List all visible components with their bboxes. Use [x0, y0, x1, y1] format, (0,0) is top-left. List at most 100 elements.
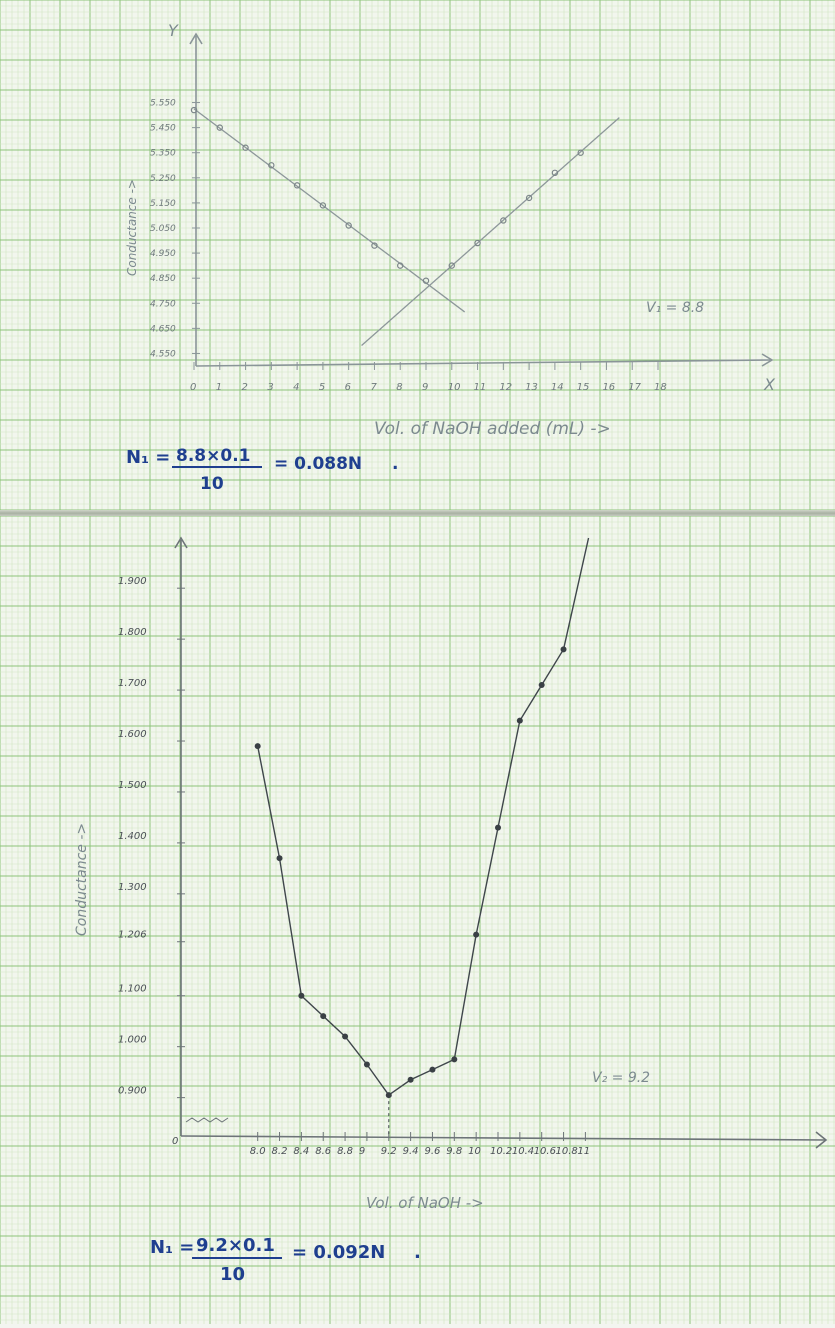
- fit-line-ascending: [361, 117, 620, 347]
- x-tick-label: 14: [551, 382, 564, 393]
- data-point: [319, 202, 327, 209]
- x-axis: [195, 359, 773, 367]
- x-tick-label: 2: [242, 382, 248, 393]
- x-tick-label: 10.2: [490, 1146, 512, 1157]
- y-tick-label: 0.900: [118, 1086, 147, 1097]
- graph-paper-top: 0 1 2 3 4 5 6 7 8 9 10 11 12 13 14 15 16 17 18 5.550 5.450 5.…: [0, 0, 835, 512]
- y-axis-letter: Y: [168, 21, 179, 40]
- y-tick-label: 5.350: [150, 149, 176, 159]
- x-axis-arrow: [815, 1131, 828, 1149]
- y-axis-arrow: [189, 32, 203, 45]
- equation-result: = 0.088N: [274, 454, 362, 474]
- data-point: [422, 277, 430, 284]
- equation-numerator: 8.8×0.1: [176, 446, 250, 466]
- y-tick-label: 5.150: [150, 199, 176, 209]
- data-point: [268, 162, 275, 169]
- fit-line-descending: [193, 108, 466, 313]
- y-axis-arrow: [174, 536, 188, 549]
- y-tick-label: 4.650: [150, 324, 176, 334]
- data-point: [473, 931, 480, 938]
- x-tick-label: 10.8: [556, 1146, 578, 1157]
- grid-top: [0, 0, 835, 512]
- data-point: [538, 681, 545, 688]
- data-point: [495, 824, 501, 831]
- x-tick-label: 9.4: [403, 1146, 419, 1157]
- x-tick-label: 10.4: [512, 1146, 534, 1157]
- y-tick-label: 4.550: [150, 349, 176, 359]
- data-point: [516, 717, 523, 724]
- data-point: [407, 1076, 414, 1083]
- equation-end: .: [414, 1242, 421, 1263]
- data-point: [371, 242, 378, 249]
- x-tick-label: 10.6: [534, 1146, 556, 1157]
- data-point: [342, 1033, 349, 1040]
- data-point: [525, 194, 533, 202]
- data-point: [474, 239, 481, 247]
- data-point: [298, 992, 305, 999]
- graph-paper-bottom: 8.0 8.2 8.4 8.6 8.8 9 9.2 9.4 9.6 9.8 10 10.2 10.4 10…: [0, 515, 835, 1324]
- data-point: [190, 106, 198, 114]
- x-tick-label: 5: [319, 382, 325, 393]
- data-point: [500, 217, 507, 224]
- grid-bottom: [0, 515, 835, 1324]
- x-tick-label: 0: [190, 382, 196, 393]
- x-tick-label: 17: [628, 382, 641, 393]
- y-tick-label: 1.700: [118, 678, 147, 689]
- x-tick-label: 6: [345, 382, 351, 393]
- y-tick-label: 1.800: [118, 627, 147, 638]
- x-tick-label: 12: [499, 382, 512, 393]
- x-tick-label: 8.4: [293, 1146, 309, 1157]
- y-tick-label: 1.206: [118, 930, 147, 941]
- data-point: [293, 182, 301, 189]
- x-tick-label: 8.2: [272, 1146, 288, 1157]
- y-tick-label: 5.250: [150, 174, 176, 184]
- origin-label: 0: [172, 1136, 178, 1147]
- y-tick-label: 1.600: [118, 729, 147, 740]
- equation-lhs: N₁ =: [150, 1237, 194, 1258]
- y-tick-label: 4.850: [150, 274, 176, 284]
- data-point: [577, 149, 584, 156]
- y-tick-label: 4.750: [150, 299, 176, 309]
- x-tick-label: 8.8: [337, 1146, 353, 1157]
- annotation-v1: V₁ = 8.8: [646, 300, 704, 316]
- x-tick-label: 10: [468, 1146, 481, 1157]
- x-tick-label: 7: [370, 382, 377, 393]
- y-axis-label: Conductance ->: [125, 179, 139, 276]
- y-tick-label: 1.500: [118, 780, 147, 791]
- data-point: [551, 169, 559, 176]
- data-point: [448, 262, 455, 269]
- chart-bottom: 8.0 8.2 8.4 8.6 8.8 9 9.2 9.4 9.6 9.8 10 10.2 10.4 10…: [0, 515, 835, 1324]
- data-point: [242, 144, 249, 151]
- data-point: [216, 124, 223, 131]
- x-tick-label: 10: [448, 382, 461, 393]
- y-tick-label: 1.100: [118, 984, 147, 995]
- chart-top: 0 1 2 3 4 5 6 7 8 9 10 11 12 13 14 15 16 17 185.5505.4505.…: [0, 0, 835, 512]
- x-axis-label: Vol. of NaOH added (mL) ->: [374, 419, 611, 439]
- x-tick-label: 9.6: [424, 1146, 440, 1157]
- paper-tear-edge: [0, 510, 835, 518]
- x-axis: [180, 1135, 827, 1141]
- y-tick-label: 5.550: [150, 99, 176, 109]
- equation-denominator: 10: [200, 474, 224, 494]
- y-axis-label: Conductance ->: [74, 823, 90, 936]
- x-axis-arrow: [761, 353, 774, 367]
- y-tick-label: 1.900: [118, 576, 147, 587]
- x-tick-label: 9.2: [381, 1146, 397, 1157]
- x-tick-label: 16: [602, 382, 615, 393]
- x-tick-label: 8.6: [315, 1146, 331, 1157]
- equation-lhs: N₁ =: [126, 447, 170, 468]
- equation-numerator: 9.2×0.1: [196, 1235, 275, 1256]
- x-tick-label: 1: [216, 382, 222, 393]
- x-tick-label: 9.8: [446, 1146, 462, 1157]
- x-tick-label: 13: [525, 382, 538, 393]
- y-tick-label: 1.300: [118, 882, 147, 893]
- data-point: [397, 262, 404, 269]
- data-point: [345, 222, 352, 229]
- x-tick-label: 18: [654, 382, 667, 393]
- y-tick-label: 5.050: [150, 224, 176, 234]
- y-tick-label: 5.450: [150, 124, 176, 134]
- data-point: [560, 646, 567, 653]
- x-tick-label: 8.0: [250, 1146, 266, 1157]
- y-tick-label: 1.000: [118, 1035, 147, 1046]
- data-point: [363, 1061, 370, 1068]
